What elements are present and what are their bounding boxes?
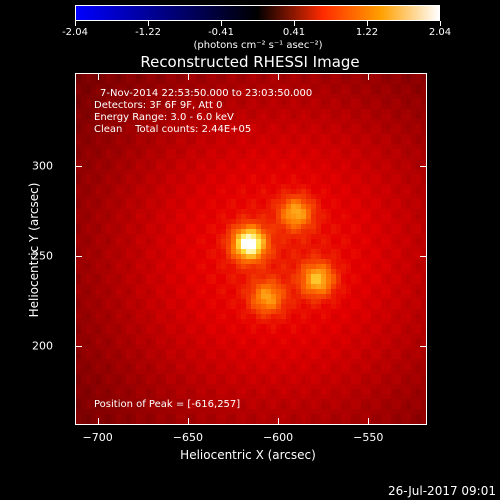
colorbar-tick-label: 2.04 <box>428 27 452 38</box>
colorbar-tick-mark <box>220 21 222 26</box>
colorbar-tick-mark <box>74 21 76 26</box>
y-tick-mark <box>420 346 426 348</box>
x-tick-mark <box>368 418 370 424</box>
colorbar-tick-mark <box>147 21 149 26</box>
colorbar-units: (photons cm⁻² s⁻¹ asec⁻²) <box>193 40 323 51</box>
colorbar-tick-label: -0.41 <box>208 27 234 38</box>
colorbar-tick-label: -1.22 <box>135 27 161 38</box>
y-tick-mark <box>76 256 82 258</box>
x-tick-mark <box>97 418 99 424</box>
x-tick-label: −550 <box>353 431 384 444</box>
time-range-annotation: 7-Nov-2014 22:53:50.000 to 23:03:50.000 <box>100 88 313 99</box>
y-tick-mark <box>76 166 82 167</box>
colorbar <box>75 5 440 21</box>
x-tick-label: −600 <box>262 431 294 444</box>
energy-range-annotation: Energy Range: 3.0 - 6.0 keV <box>94 112 234 123</box>
colorbar-tick-mark <box>366 21 368 26</box>
y-tick-mark <box>420 256 426 258</box>
detectors-annotation: Detectors: 3F 6F 9F, Att 0 <box>94 100 223 111</box>
x-tick-mark <box>187 418 189 424</box>
x-tick-mark <box>368 74 370 80</box>
y-tick-mark <box>420 166 426 167</box>
method-annotation: Clean Total counts: 2.44E+05 <box>94 124 252 135</box>
rhessi-image <box>76 74 426 424</box>
x-axis-label: Heliocentric X (arcsec) <box>180 448 316 462</box>
y-tick-label: 300 <box>32 159 53 173</box>
colorbar-tick-label: 0.41 <box>282 27 306 38</box>
image-title: Reconstructed RHESSI Image <box>140 53 360 71</box>
x-tick-mark <box>97 74 99 80</box>
y-tick-label: 200 <box>32 339 53 353</box>
x-tick-mark <box>278 418 280 424</box>
colorbar-tick-mark <box>293 21 295 26</box>
x-tick-label: −700 <box>82 431 113 444</box>
y-tick-label: 250 <box>32 249 53 263</box>
x-tick-label: −650 <box>172 431 203 444</box>
x-tick-mark <box>278 74 280 80</box>
peak-position-annotation: Position of Peak = [-616,257] <box>94 399 241 410</box>
colorbar-tick-label: -2.04 <box>62 27 88 38</box>
footer-timestamp: 26-Jul-2017 09:01 <box>387 484 496 498</box>
y-axis-label: Heliocentric Y (arcsec) <box>27 182 41 318</box>
y-tick-mark <box>76 346 82 348</box>
plot-area: 7-Nov-2014 22:53:50.000 to 23:03:50.000 … <box>75 73 427 425</box>
x-tick-mark <box>187 74 189 80</box>
colorbar-tick-label: 1.22 <box>355 27 379 38</box>
colorbar-tick-mark <box>439 21 441 26</box>
